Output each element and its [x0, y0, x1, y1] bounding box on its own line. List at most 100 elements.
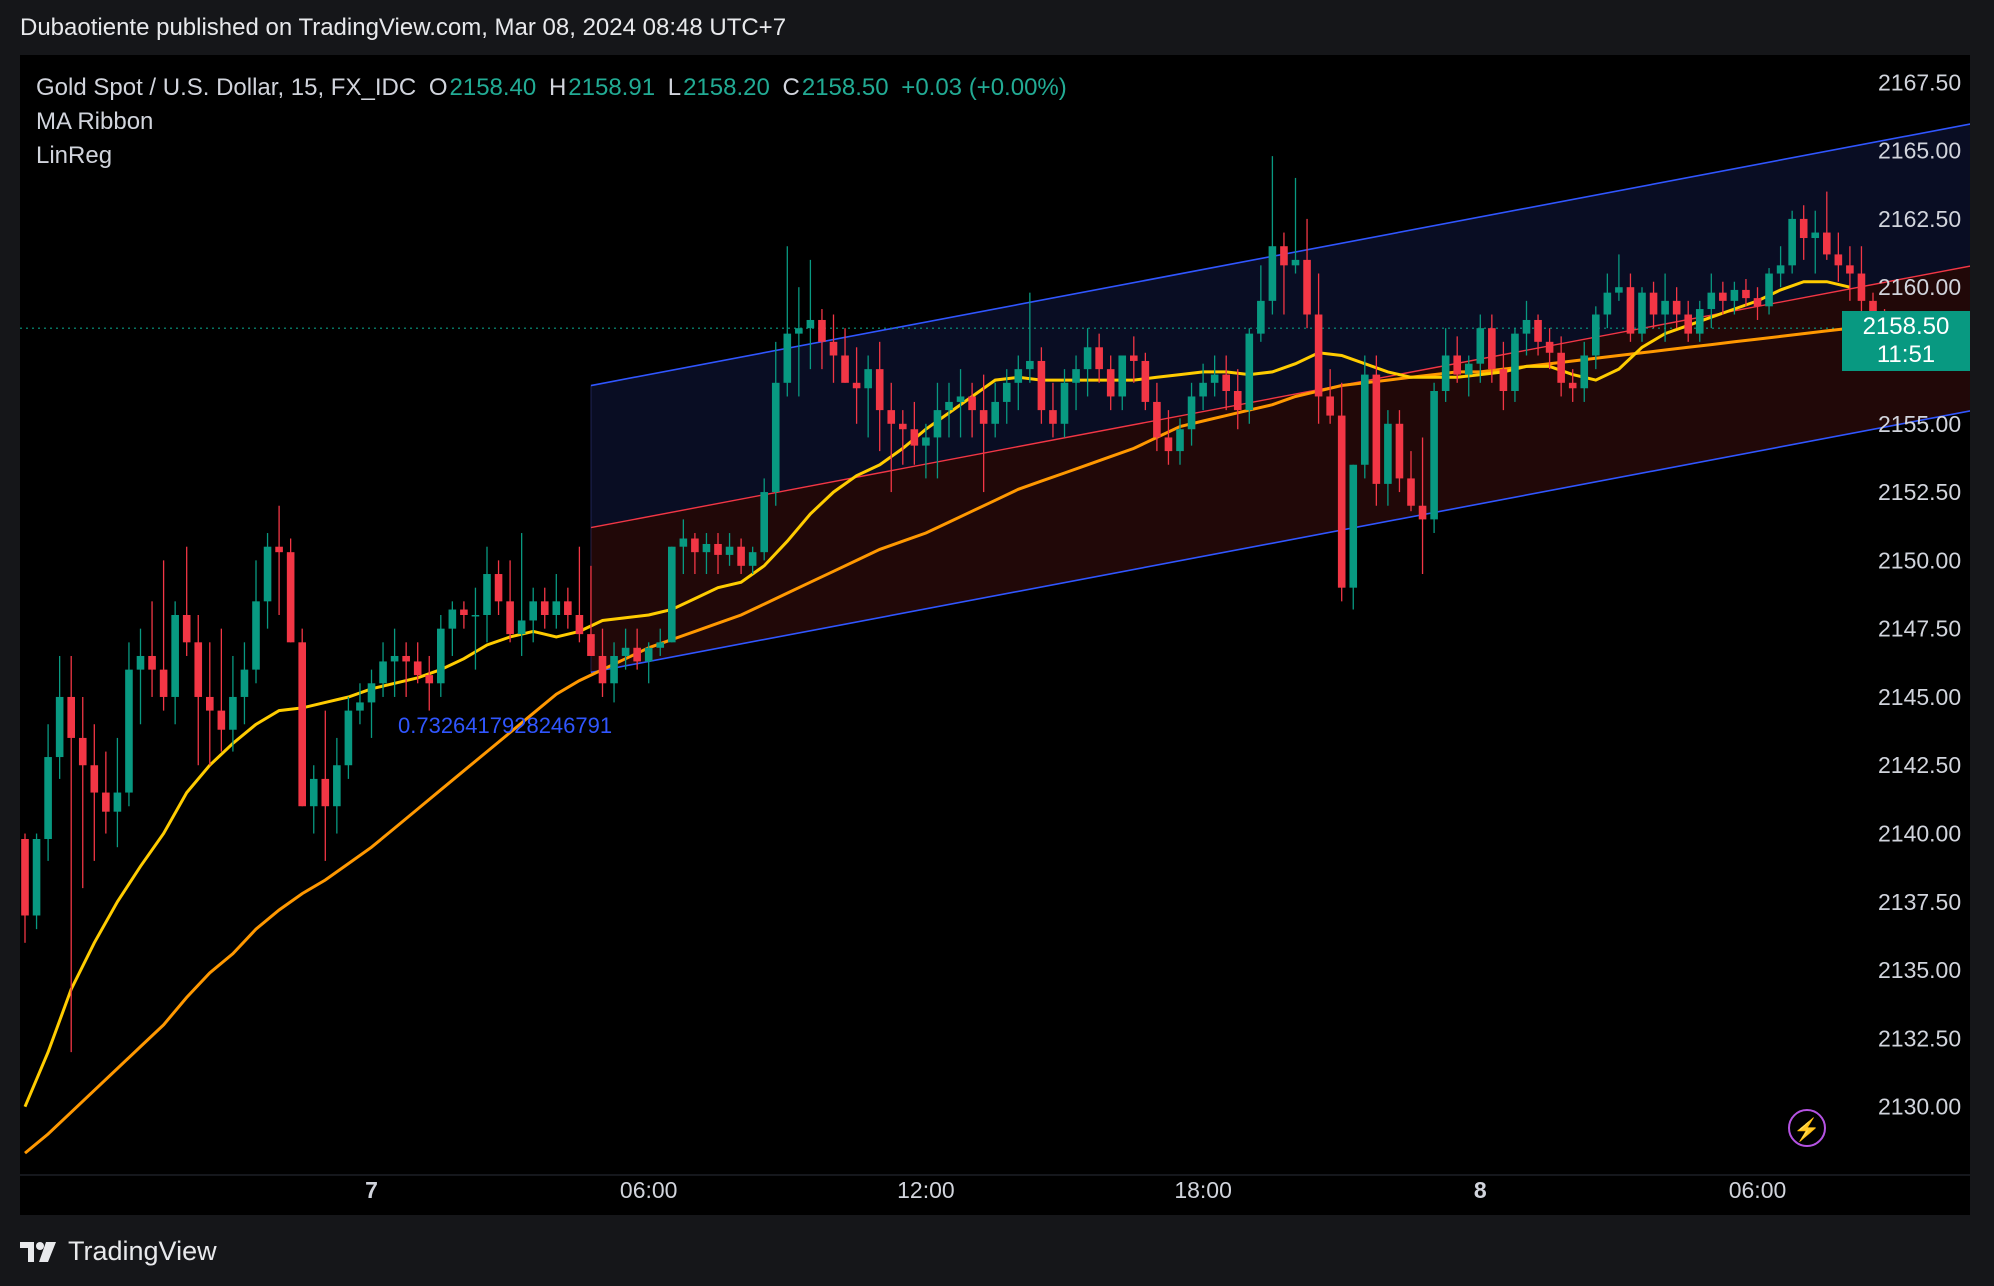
candle-body — [182, 615, 191, 643]
candle-body — [321, 778, 330, 807]
low-value: 2158.20 — [683, 74, 770, 101]
candle-body — [748, 552, 757, 566]
candle-body — [540, 601, 549, 615]
candle-body — [1326, 396, 1334, 416]
candle-body — [1245, 333, 1254, 411]
footer-brand[interactable]: TradingView — [20, 1236, 217, 1267]
candle-body — [933, 410, 942, 438]
candle-body — [1291, 259, 1300, 266]
candle-body — [1522, 319, 1531, 334]
candle-body — [945, 401, 953, 411]
candle-body — [1719, 292, 1727, 301]
candle-body — [1753, 298, 1762, 307]
candle-body — [113, 792, 122, 812]
candle-body — [252, 601, 260, 670]
indicator-ma-ribbon[interactable]: MA Ribbon — [36, 108, 154, 135]
linreg-lower-fill — [590, 266, 1970, 673]
candle-body — [1418, 505, 1427, 520]
candle-body — [471, 615, 480, 617]
candle-body — [1499, 369, 1508, 391]
candle-body — [1661, 300, 1669, 315]
candle-body — [194, 642, 203, 697]
y-tick-label: 2140.00 — [1878, 821, 1961, 847]
candle-body — [1638, 292, 1646, 334]
candle-body — [795, 328, 803, 334]
candle-body — [656, 642, 665, 648]
candle-body — [575, 615, 584, 635]
candle-body — [1060, 382, 1069, 424]
candle-body — [783, 333, 792, 383]
last-price-value: 2158.50 — [1862, 313, 1950, 341]
lightning-icon[interactable]: ⚡ — [1788, 1109, 1826, 1147]
candle-body — [818, 319, 826, 342]
candle-body — [136, 655, 145, 670]
candle-body — [1095, 347, 1103, 370]
candlestick-chart[interactable]: 0.7326417928246791 2167.50 2165.00 2162.50 2… — [20, 55, 1970, 1215]
candle-body — [1453, 355, 1461, 375]
candle-body — [448, 609, 457, 629]
candle-body — [1568, 382, 1577, 389]
y-tick-label: 2132.50 — [1878, 1025, 1961, 1051]
candle-body — [413, 661, 422, 676]
candle-body — [1776, 265, 1785, 274]
candle-body — [148, 655, 156, 670]
tradingview-logo-icon — [20, 1241, 56, 1262]
candle-body — [1799, 218, 1808, 239]
linreg-value-label: 0.7326417928246791 — [398, 713, 612, 738]
candle-body — [979, 410, 988, 424]
footer-brand-label: TradingView — [68, 1236, 217, 1266]
candle-body — [1361, 374, 1369, 465]
close-label: C — [782, 74, 800, 101]
candle-body — [1395, 423, 1404, 479]
candle-body — [1303, 259, 1311, 315]
candle-body — [517, 620, 526, 635]
candle-body — [102, 792, 110, 812]
high-value: 2158.91 — [568, 74, 656, 101]
candle-body — [1210, 374, 1219, 383]
symbol-name[interactable]: Gold Spot / U.S. Dollar, 15, FX_IDC — [36, 74, 417, 101]
candle-body — [32, 839, 41, 916]
candle-body — [1199, 382, 1207, 397]
candle-body — [633, 647, 641, 662]
candle-body — [621, 647, 630, 656]
symbol-row: Gold Spot / U.S. Dollar, 15, FX_IDC O215… — [36, 71, 1073, 105]
candle-body — [1187, 396, 1196, 430]
candle-body — [1141, 360, 1150, 402]
y-tick-label: 2135.00 — [1878, 957, 1961, 983]
candle-body — [564, 601, 572, 615]
publish-info: Dubaotiente published on TradingView.com… — [20, 14, 787, 41]
candle-body — [1464, 363, 1473, 375]
y-tick-label: 2147.50 — [1878, 616, 1961, 642]
candle-body — [644, 647, 653, 662]
candle-body — [1222, 374, 1230, 391]
candle-body — [367, 683, 376, 703]
candle-body — [737, 546, 745, 566]
candle-body — [67, 696, 75, 738]
x-tick-label: 12:00 — [897, 1177, 955, 1203]
chart-area[interactable]: 0.7326417928246791 2167.50 2165.00 2162.50 2… — [20, 55, 1970, 1215]
candle-body — [1049, 410, 1057, 424]
candle-body — [309, 778, 318, 807]
candle-body — [125, 669, 133, 793]
last-price-badge: 2158.50 11:51 — [1842, 311, 1970, 372]
candle-body — [1742, 289, 1750, 299]
candle-body — [887, 410, 896, 424]
candle-body — [1257, 300, 1265, 334]
candle-body — [899, 423, 907, 430]
x-tick-label: 8 — [1474, 1177, 1487, 1203]
candle-body — [1626, 287, 1635, 334]
indicator-linreg[interactable]: LinReg — [36, 142, 113, 169]
candle-body — [922, 437, 930, 446]
y-tick-label: 2160.00 — [1878, 274, 1961, 300]
close-value: 2158.50 — [801, 74, 889, 101]
candle-body — [390, 655, 399, 662]
candle-body — [875, 369, 884, 411]
candle-body — [956, 396, 965, 402]
candle-body — [1153, 401, 1161, 438]
candle-body — [1441, 355, 1450, 391]
candle-body — [1788, 218, 1796, 266]
candle-body — [1002, 382, 1011, 402]
candle-body — [298, 642, 306, 807]
candle-body — [1592, 314, 1600, 356]
candle-body — [1765, 273, 1773, 307]
